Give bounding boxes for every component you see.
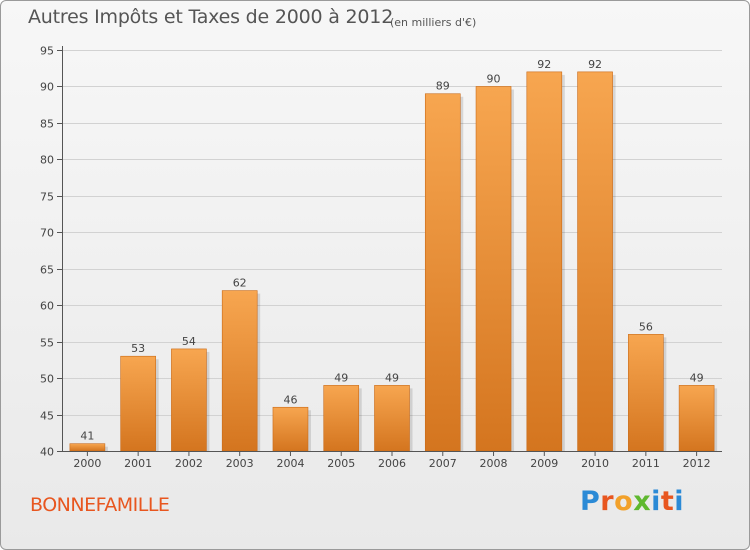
y-tick-label: 80 [40,154,54,167]
unit-note: (en milliers d'€) [390,16,477,29]
bar-2004 [272,406,309,452]
bar-2002 [171,348,207,452]
bar-2010 [577,71,613,452]
bar-2001 [120,355,156,452]
commune-name: BONNEFAMILLE [30,494,170,516]
value-label: 41 [80,430,94,443]
x-tick-label: 2008 [480,457,508,470]
proxiti-logo[interactable]: Proxiti [580,486,684,517]
x-tick-label: 2001 [124,457,152,470]
x-tick-label: 2006 [378,457,406,470]
x-tick-label: 2011 [632,457,660,470]
value-label: 92 [537,58,551,71]
y-tick-label: 95 [40,45,54,58]
bar-2009 [526,71,563,452]
logo-letter: r [600,486,615,517]
x-tick-label: 2000 [73,457,101,470]
y-tick-label: 70 [40,227,54,240]
bar-2012 [678,385,715,452]
logo-letter: x [633,486,652,517]
x-tick-label: 2012 [683,457,711,470]
y-tick-label: 40 [40,446,54,459]
x-tick-label: 2002 [175,457,203,470]
logo-letter: i [674,486,685,517]
x-tick-label: 2003 [226,457,254,470]
bars [69,71,718,452]
logo-letter: o [614,486,634,517]
bar-2005 [323,385,360,452]
value-label: 62 [233,277,247,290]
labels: 40 45 50 55 60 65 70 75 80 85 90 95 2000 41 2001 53 2002… [40,45,711,471]
x-tick-label: 2005 [327,457,355,470]
value-label: 46 [283,393,297,406]
bar-2008 [475,86,512,452]
value-label: 49 [385,371,399,384]
x-tick-label: 2004 [276,457,304,470]
y-tick-label: 90 [40,81,54,94]
x-tick-label: 2009 [530,457,558,470]
value-label: 92 [588,58,602,71]
logo-letter: P [580,486,601,517]
grid-lines [62,50,722,416]
axes [57,46,722,456]
y-tick-label: 60 [40,300,54,313]
value-label: 49 [690,371,704,384]
bar-2003 [221,290,258,452]
x-tick-label: 2007 [429,457,457,470]
value-label: 49 [334,371,348,384]
value-label: 53 [131,342,145,355]
value-label: 54 [182,335,196,348]
bar-2000 [69,443,106,452]
x-tick-label: 2010 [581,457,609,470]
y-tick-label: 65 [40,264,54,277]
chart-title: Autres Impôts et Taxes de 2000 à 2012 [28,6,394,28]
bar-2006 [374,385,410,452]
value-label: 56 [639,320,653,333]
logo-letter: t [660,486,675,517]
y-tick-label: 45 [40,410,54,423]
value-label: 90 [487,72,501,85]
logo-letter: i [651,486,661,517]
y-tick-label: 85 [40,118,54,131]
y-tick-label: 55 [40,337,54,350]
y-tick-label: 50 [40,373,54,386]
bar-2007 [424,93,461,452]
value-label: 89 [436,80,450,93]
bar-2011 [628,334,664,452]
y-tick-label: 75 [40,191,54,204]
